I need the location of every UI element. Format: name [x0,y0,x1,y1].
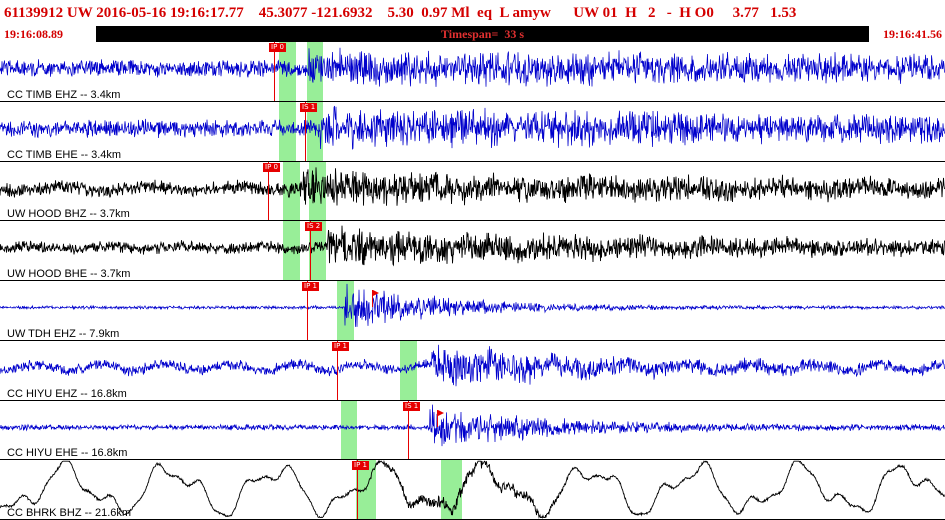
waveform-plot[interactable] [0,162,945,221]
trace-row-cc-timb-ehe[interactable]: IS 1 CC TIMB EHE -- 3.4km [0,101,945,162]
waveform-plot[interactable] [0,401,945,460]
waveform-plot[interactable] [0,102,945,161]
waveform-plot[interactable] [0,281,945,340]
phase-pick-label[interactable]: IP 1 [332,341,349,351]
trace-row-uw-hood-bhz[interactable]: IP 0 UW HOOD BHZ -- 3.7km [0,161,945,222]
trace-row-uw-tdh-ehz[interactable]: IP 1 UW TDH EHZ -- 7.9km [0,281,945,341]
trace-label: CC TIMB EHE -- 3.4km [7,148,122,161]
timespan-strip: Timespan= 33 s [96,26,869,42]
waveform-plot[interactable] [0,341,945,400]
trace-label: UW HOOD BHZ -- 3.7km [7,208,130,221]
trace-label: CC HIYU EHE -- 16.8km [7,447,128,460]
window-end-time: 19:16:41.56 [883,27,942,41]
waveform-plot[interactable] [0,460,945,519]
phase-pick-label[interactable]: IP 1 [352,461,369,471]
trace-label: CC BHRK BHZ -- 21.6km [7,507,132,519]
timespan-label: Timespan= 33 s [441,26,524,41]
waveform-plot[interactable] [0,42,945,101]
phase-pick-line[interactable] [307,281,308,340]
trace-label: UW TDH EHZ -- 7.9km [7,327,120,340]
phase-pick-label[interactable]: IS 1 [300,102,318,112]
phase-pick-line[interactable] [357,460,358,519]
amplitude-flag-marker[interactable] [437,409,444,427]
phase-pick-label[interactable]: IP 0 [269,43,286,52]
phase-pick-label[interactable]: IS 1 [403,401,421,411]
phase-pick-line[interactable] [337,340,338,400]
time-axis-bar: 19:16:08.89 Timespan= 33 s 19:16:41.56 [0,26,945,42]
phase-pick-line[interactable] [305,101,306,161]
event-summary-text: 61139912 UW 2016-05-16 19:16:17.77 45.30… [4,4,797,21]
waveform-plot[interactable] [0,221,945,280]
trace-row-cc-hiyu-ehz[interactable]: IP 1 CC HIYU EHZ -- 16.8km [0,340,945,401]
pick-window-highlight [279,101,296,161]
trace-row-cc-timb-ehz[interactable]: IP 0 CC TIMB EHZ -- 3.4km [0,42,945,102]
trace-row-cc-hiyu-ehe[interactable]: IS 1 CC HIYU EHE -- 16.8km [0,400,945,461]
window-start-time: 19:16:08.89 [4,27,63,41]
trace-row-cc-bhrk-bhz[interactable]: IP 1 CC BHRK BHZ -- 21.6km [0,460,945,520]
flag-triangle-icon [438,409,444,416]
phase-pick-line[interactable] [274,42,275,101]
trace-area: IP 0 CC TIMB EHZ -- 3.4km IS 1 CC TIMB EHE … [0,42,945,520]
phase-pick-line[interactable] [310,221,311,280]
flag-triangle-icon [373,290,379,296]
phase-pick-line[interactable] [268,161,269,221]
pick-window-highlight [309,221,326,280]
phase-pick-line[interactable] [408,400,409,460]
phase-pick-label[interactable]: IP 0 [263,162,280,172]
pick-window-highlight [341,400,357,460]
phase-pick-label[interactable]: IP 1 [302,282,319,291]
trace-label: UW HOOD BHE -- 3.7km [7,268,131,280]
trace-label: CC HIYU EHZ -- 16.8km [7,387,127,400]
trace-row-uw-hood-bhe[interactable]: IS 2 UW HOOD BHE -- 3.7km [0,221,945,281]
amplitude-flag-marker[interactable] [372,290,379,307]
event-header-bar: 61139912 UW 2016-05-16 19:16:17.77 45.30… [0,0,945,26]
phase-pick-label[interactable]: IS 2 [305,222,323,232]
trace-label: CC TIMB EHZ -- 3.4km [7,88,121,101]
